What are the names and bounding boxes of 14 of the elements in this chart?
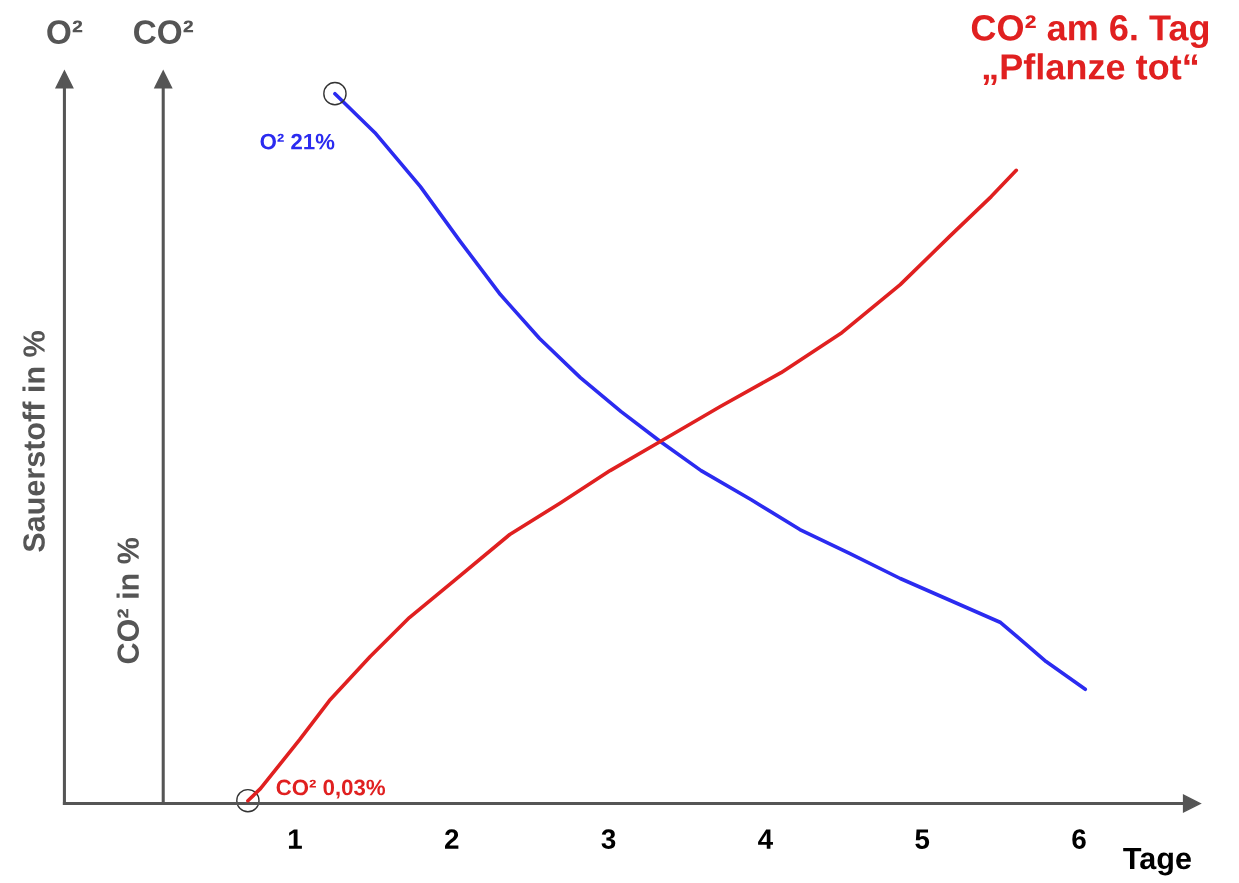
x-tick-label: 5	[915, 829, 930, 849]
y2-axis-title: CO² in %	[116, 537, 139, 664]
annotation: O² 21%	[260, 133, 335, 150]
x-tick-label: 4	[758, 829, 773, 849]
x-tick-label: 6	[1072, 829, 1086, 849]
x-tick-label: 3	[601, 829, 616, 849]
x-axis-title: Tage	[1123, 847, 1191, 876]
text: O²	[47, 20, 83, 44]
ref-line-label: CO²	[134, 20, 194, 44]
x-tick-label: 2	[445, 829, 459, 849]
x-tick-label: 1	[288, 829, 302, 849]
chart-title: CO² am 6. Tag „Pflanze tot“	[971, 15, 1209, 85]
annotation: CO² 0,03%	[276, 779, 386, 799]
y-axis-title: Sauerstoff in %	[22, 331, 45, 552]
